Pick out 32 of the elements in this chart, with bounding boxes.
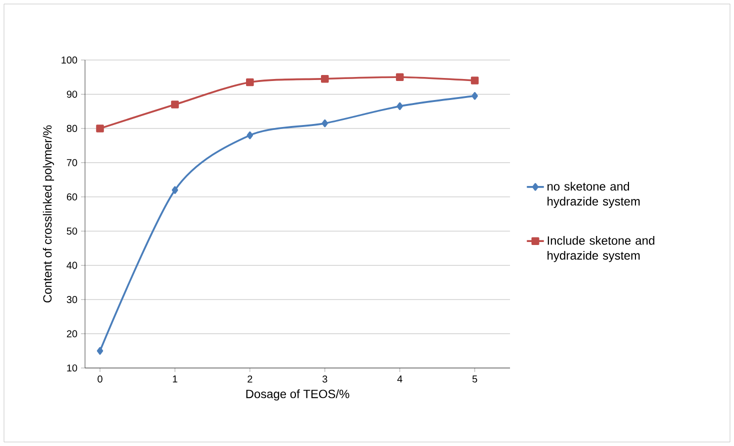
x-tick-label: 4 [397, 376, 402, 382]
point [470, 76, 479, 84]
y-tick-label: 30 [66, 296, 78, 304]
point [172, 186, 178, 194]
point [96, 347, 104, 355]
y-tick-label: 70 [66, 159, 78, 166]
point [396, 102, 403, 110]
x-tick-label: 0 [98, 376, 102, 383]
legend-label: Include sketone and hydrazide system [548, 236, 654, 262]
y-tick-label: 60 [66, 193, 78, 200]
x-axis-title: Dosage of TEOS/% [246, 389, 350, 401]
point [96, 124, 104, 132]
point [171, 100, 179, 108]
y-tick-label: 90 [66, 90, 78, 98]
legend-label: no sketone and hydrazide system [548, 182, 640, 208]
point [322, 119, 328, 128]
y-tick-label: 40 [66, 262, 78, 269]
x-tick-label: 1 [172, 376, 178, 382]
y-tick-label: 100 [62, 56, 78, 64]
y-tick-label: 80 [66, 124, 78, 132]
y-axis-title: Content of crosslinked polymer/% [42, 125, 54, 302]
point [246, 131, 254, 140]
x-tick-label: 5 [472, 376, 478, 382]
x-tick-label: 2 [248, 376, 252, 382]
point [396, 73, 404, 82]
y-tick-label: 20 [66, 330, 78, 338]
y-tick-label: 50 [66, 228, 78, 235]
point [246, 78, 254, 86]
point [472, 92, 478, 100]
point [320, 74, 329, 83]
x-tick-label: 3 [322, 376, 328, 383]
y-tick-label: 10 [67, 364, 78, 372]
